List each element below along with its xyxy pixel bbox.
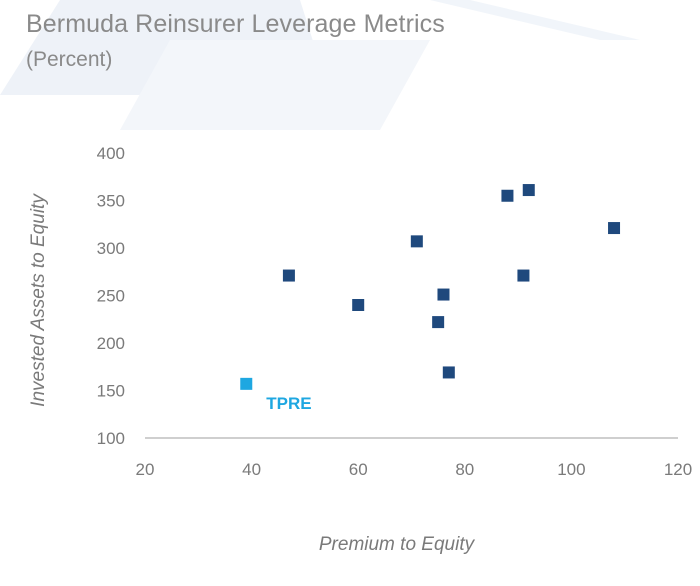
data-point: [432, 316, 445, 329]
data-point: [282, 269, 295, 282]
y-tick-label: 250: [97, 287, 125, 306]
data-point: [517, 269, 530, 282]
data-point: [522, 184, 535, 197]
x-axis-title: Premium to Equity: [319, 534, 476, 555]
annotations: TPRE: [240, 377, 312, 413]
y-tick-label: 100: [97, 429, 125, 448]
background-shape: [430, 0, 640, 40]
x-tick-label: 80: [455, 460, 474, 479]
data-point: [442, 366, 455, 379]
x-tick-label: 60: [349, 460, 368, 479]
x-axis-ticks: 20 40 60 80 100 120: [136, 460, 693, 479]
highlighted-data-point: [240, 377, 253, 390]
y-tick-label: 350: [97, 192, 125, 211]
chart-subtitle: (Percent): [26, 48, 113, 71]
y-tick-label: 300: [97, 239, 125, 258]
data-point: [352, 299, 365, 311]
data-point: [410, 235, 423, 248]
data-point: [608, 222, 621, 235]
data-point: [437, 288, 450, 301]
x-tick-label: 20: [136, 460, 155, 479]
x-tick-label: 120: [664, 460, 692, 479]
background-shape: [120, 40, 430, 130]
y-axis-title: Invested Assets to Equity: [28, 193, 49, 407]
point-label: TPRE: [266, 394, 311, 413]
y-tick-label: 150: [97, 382, 125, 401]
y-axis-ticks: 100 150 200 250 300 350 400: [97, 144, 125, 448]
data-point: [501, 189, 514, 202]
x-tick-label: 40: [242, 460, 261, 479]
chart-title: Bermuda Reinsurer Leverage Metrics: [26, 10, 445, 38]
data-points: [282, 184, 621, 379]
x-tick-label: 100: [557, 460, 585, 479]
y-tick-label: 200: [97, 334, 125, 353]
y-tick-label: 400: [97, 144, 125, 163]
